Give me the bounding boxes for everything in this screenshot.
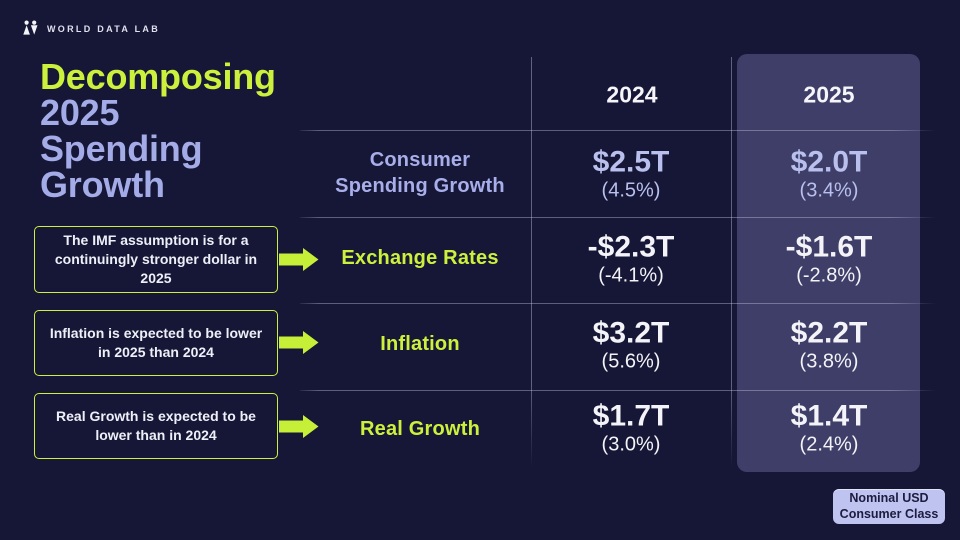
table-hline-2	[300, 303, 936, 304]
title-line-3: Spending	[40, 128, 203, 169]
slide-title: Decomposing 2025 Spending Growth	[40, 59, 360, 203]
title-line-4: Growth	[40, 164, 165, 205]
value-percent: (-4.1%)	[598, 264, 664, 287]
value-percent: (3.0%)	[601, 433, 661, 456]
highlight-panel-2025	[737, 54, 920, 472]
callout-exchange-rates: The IMF assumption is for a continuingly…	[34, 226, 278, 293]
callout-real-growth: Real Growth is expected to be lower than…	[34, 393, 278, 459]
column-header-2025: 2025	[803, 81, 855, 108]
logo: WORLD DATA LAB	[23, 20, 160, 36]
value-percent: (3.8%)	[799, 350, 859, 373]
badge-line-1: Nominal USD	[849, 491, 929, 505]
callout-text: Real Growth is expected to be lower than…	[56, 408, 256, 443]
arrow-icon-inflation	[279, 331, 319, 354]
row-label-consumer-spending-growth: Consumer Spending Growth	[335, 149, 505, 197]
callout-text: The IMF assumption is for a continuingly…	[54, 232, 258, 286]
value-amount: $1.7T	[592, 399, 670, 433]
table-vline-left	[531, 57, 532, 468]
value-percent: (5.6%)	[601, 350, 661, 373]
value-percent: (2.4%)	[799, 433, 859, 456]
value-amount: $2.0T	[790, 145, 868, 179]
value-amount: $2.2T	[790, 316, 868, 350]
value-2025-inflation: $2.2T (3.8%)	[739, 316, 919, 373]
value-2025-exchange-rates: -$1.6T (-2.8%)	[739, 230, 919, 287]
column-header-2024: 2024	[606, 81, 658, 108]
value-percent: (3.4%)	[799, 179, 859, 202]
arrow-icon-exchange-rates	[279, 248, 319, 271]
value-2024-inflation: $3.2T (5.6%)	[541, 316, 721, 373]
value-2025-consumer: $2.0T (3.4%)	[739, 145, 919, 202]
callout-text: Inflation is expected to be lower in 202…	[49, 325, 263, 360]
table-vline-right	[731, 57, 732, 468]
value-2024-consumer: $2.5T (4.5%)	[541, 145, 721, 202]
people-icon	[23, 20, 38, 35]
value-amount: $3.2T	[592, 316, 670, 350]
value-2025-real-growth: $1.4T (2.4%)	[739, 399, 919, 456]
callout-inflation: Inflation is expected to be lower in 202…	[34, 310, 278, 376]
table-hline-3	[300, 390, 936, 391]
value-2024-real-growth: $1.7T (3.0%)	[541, 399, 721, 456]
row-label-inflation: Inflation	[380, 333, 460, 355]
row-label-exchange-rates: Exchange Rates	[341, 247, 499, 269]
value-amount: $2.5T	[592, 145, 670, 179]
value-amount: -$2.3T	[587, 230, 675, 264]
value-2024-exchange-rates: -$2.3T (-4.1%)	[541, 230, 721, 287]
title-line-1: Decomposing	[40, 56, 276, 97]
row-label-real-growth: Real Growth	[360, 418, 480, 440]
logo-text: WORLD DATA LAB	[47, 23, 161, 34]
table-hline-1	[300, 217, 936, 218]
table-hline-header	[300, 130, 936, 131]
value-percent: (-2.8%)	[796, 264, 862, 287]
footnote-badge: Nominal USD Consumer Class	[833, 489, 945, 524]
value-amount: $1.4T	[790, 399, 868, 433]
value-percent: (4.5%)	[601, 179, 661, 202]
value-amount: -$1.6T	[785, 230, 873, 264]
badge-line-2: Consumer Class	[839, 506, 939, 521]
title-line-2: 2025	[40, 92, 120, 133]
arrow-icon-real-growth	[279, 415, 319, 438]
